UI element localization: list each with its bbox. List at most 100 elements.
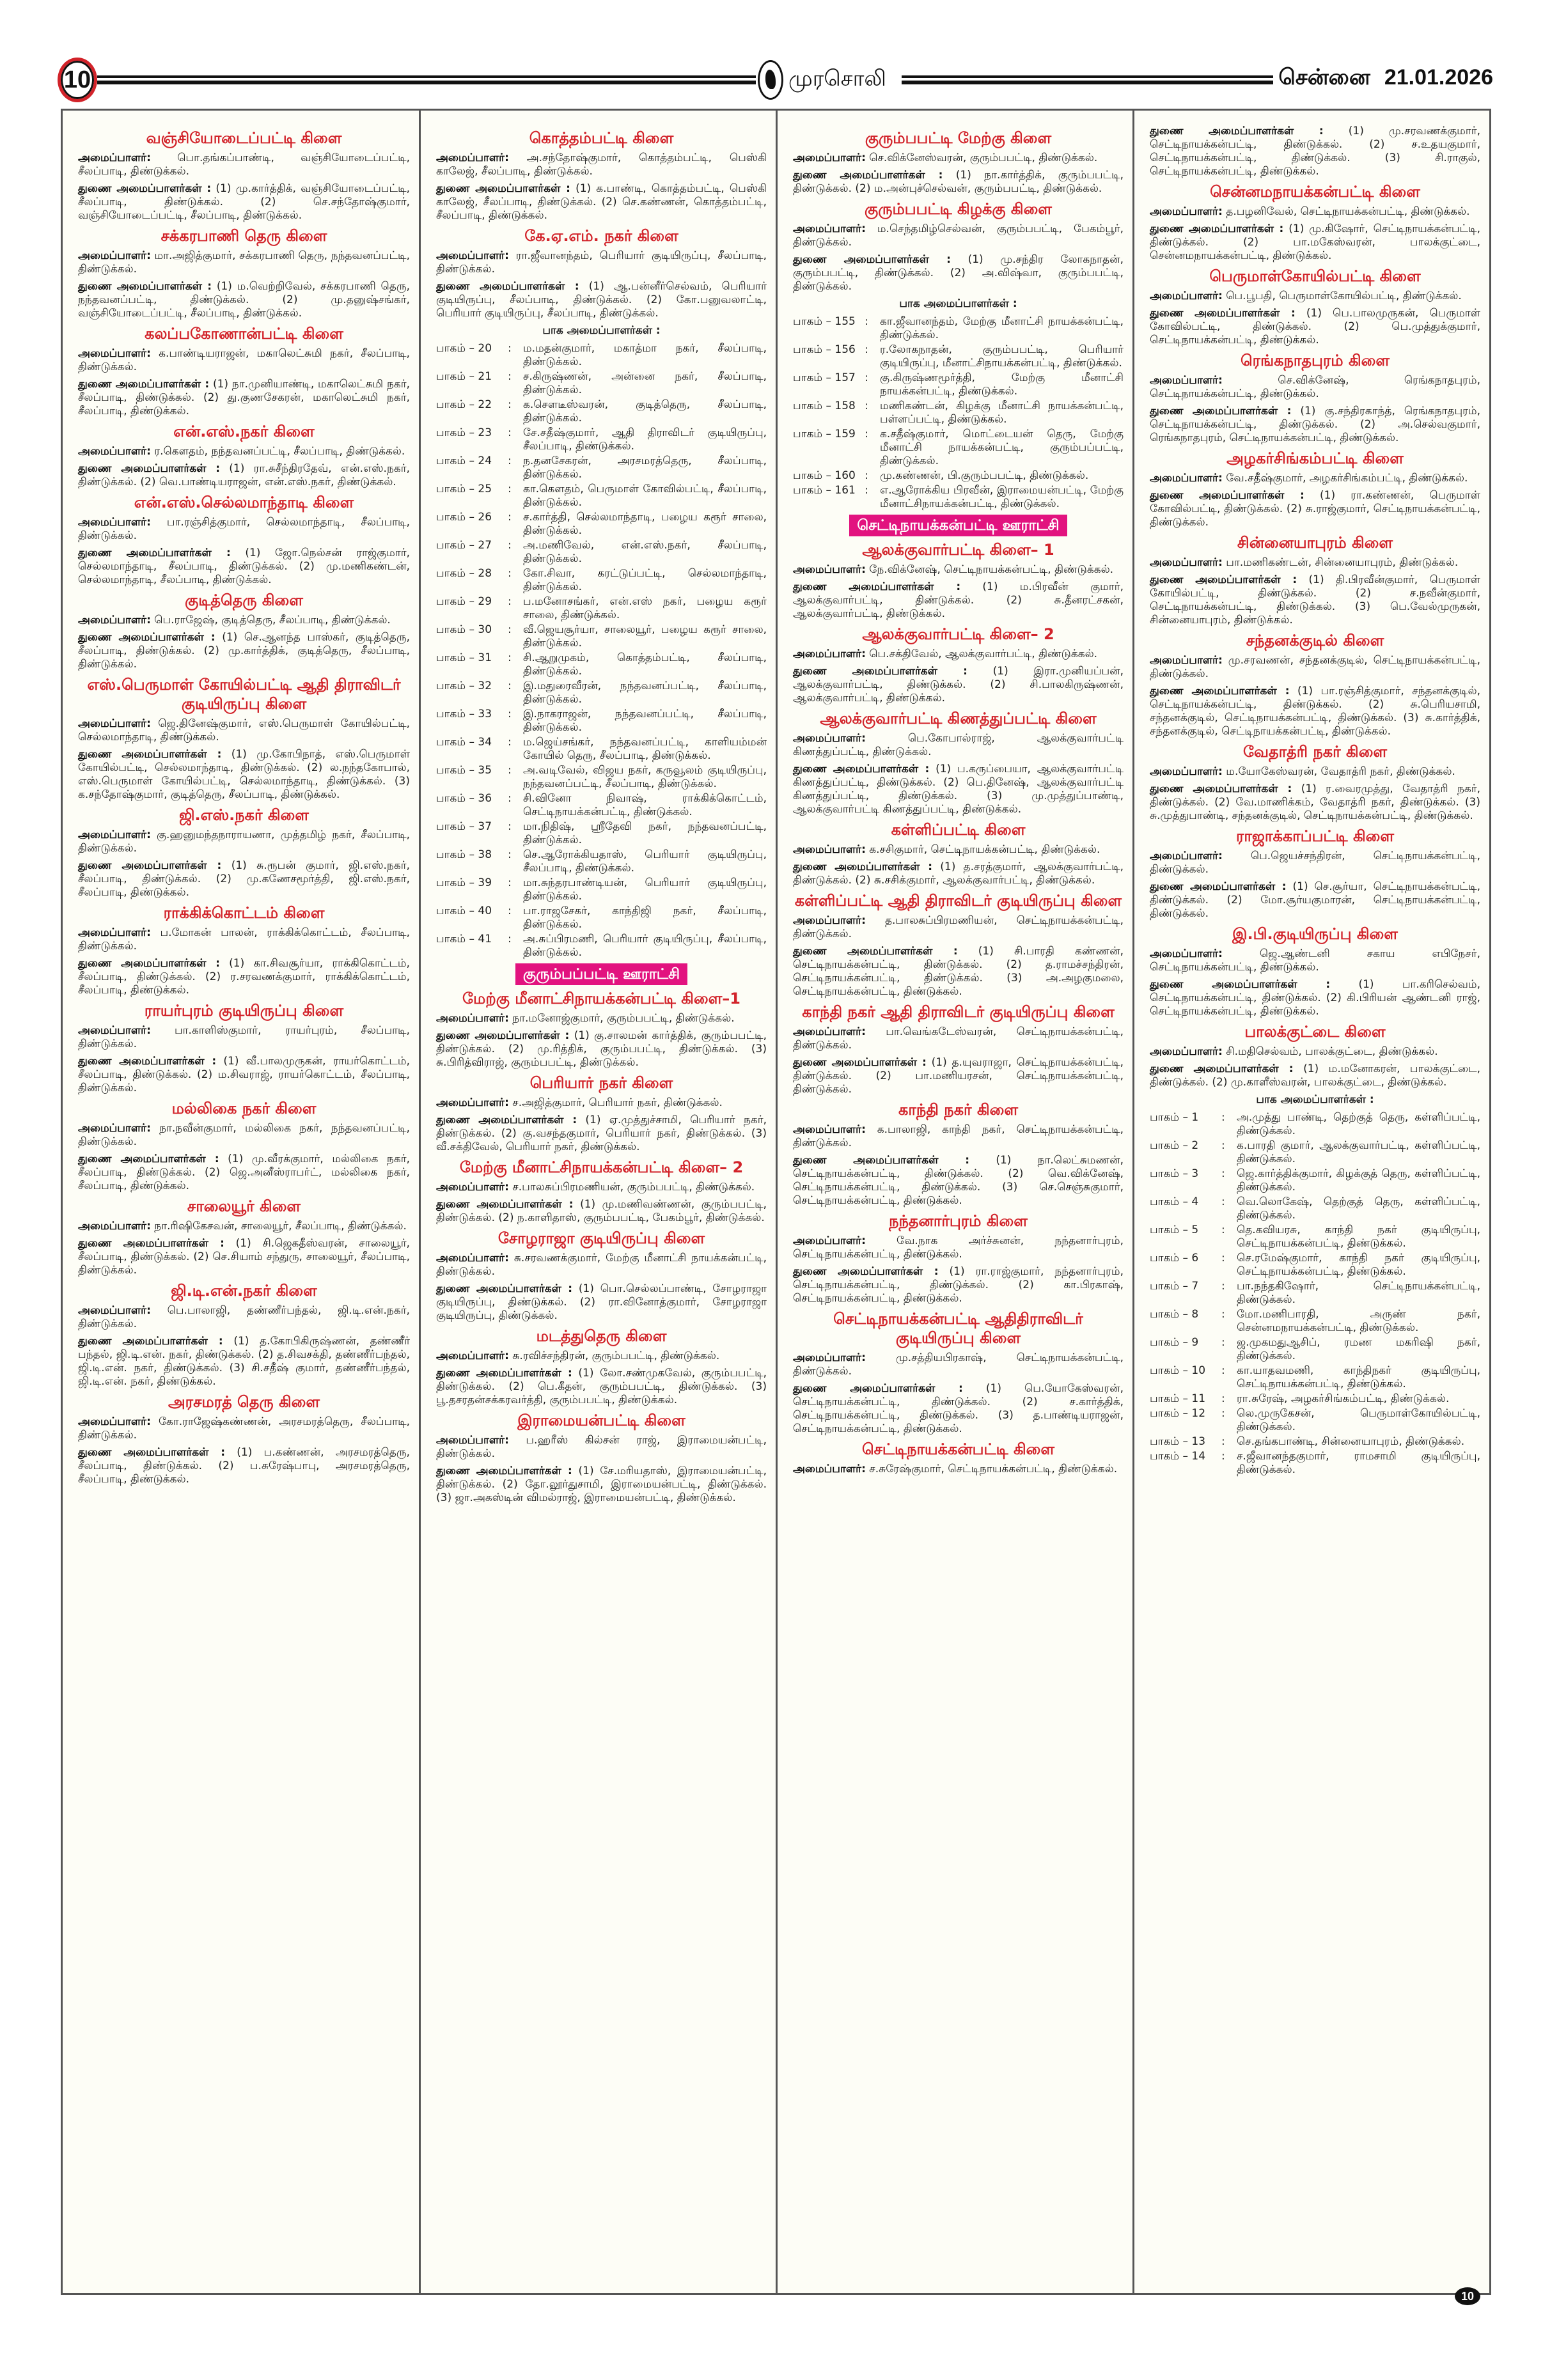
- deputy-organizers-entry: துணை அமைப்பாளர்கள் : (1) நா.முனியாண்டி, …: [78, 378, 410, 418]
- organizer-name: ம.செந்தமிழ்செல்வன், குரும்பபட்டி, பேகம்ப…: [793, 222, 1124, 249]
- deputy-label: துணை அமைப்பாளர்கள் :: [78, 1335, 223, 1348]
- booth-number: 10: [1191, 1364, 1206, 1377]
- booth-prefix: பாகம் –: [793, 371, 831, 384]
- booth-label: பாகம் – 20: [436, 342, 508, 369]
- organizer-entry: அமைப்பாளர்: மு.சரவணன், சந்தனக்குடில், செ…: [1150, 654, 1480, 681]
- booth-colon: :: [508, 933, 512, 945]
- booth-label: பாகம் – 8: [1150, 1308, 1221, 1335]
- booth-entry: பாகம் – 161: எ.ஆரோக்கிய பிரவீன், இராமையன்…: [793, 484, 1124, 511]
- organizer-name: பெ.சக்திவேல், ஆலக்குவார்பட்டி, திண்டுக்க…: [869, 648, 1098, 660]
- organizer-label: அமைப்பாளர்:: [78, 152, 151, 164]
- booth-prefix: பாகம் –: [436, 370, 474, 383]
- deputy-organizers-entry: துணை அமைப்பாளர்கள் : (1) சே.மரியதாஸ், இர…: [436, 1465, 767, 1505]
- booth-entry: பாகம் – 14: ச.ஜீவானந்தகுமார், ராமசாமி குட…: [1150, 1450, 1480, 1477]
- booth-organizer: மு.கண்ணன், பி.குரும்பபட்டி, திண்டுக்கல்.: [880, 469, 1089, 482]
- booth-entry: பாகம் – 39: மா.சுந்தரபாண்டியன், பெரியார் …: [436, 876, 767, 903]
- organizer-entry: அமைப்பாளர்: ச.அஜித்குமார், பெரியார் நகர்…: [436, 1096, 767, 1110]
- deputy-organizers-entry: துணை அமைப்பாளர்கள் : (1) மு.சரவணக்குமார்…: [1150, 125, 1480, 178]
- column-1: வஞ்சியோடைப்பட்டி கிளை அமைப்பாளர்: பொ.தங்க…: [63, 111, 419, 2293]
- panchayat-banner-label: குரும்பப்பட்டி ஊராட்சி: [515, 963, 688, 985]
- booth-label: பாகம் – 37: [436, 820, 508, 847]
- booth-colon: :: [1221, 1336, 1225, 1349]
- organizer-label: அமைப்பாளர்:: [78, 445, 151, 458]
- booth-number: 33: [478, 708, 492, 720]
- booth-prefix: பாகம் –: [436, 736, 474, 749]
- branch-heading: மல்லிகை நகர் கிளை: [171, 1100, 317, 1117]
- organizer-name: பெ.பூபதி, பெருமாள்கோயில்பட்டி, திண்டுக்க…: [1226, 290, 1462, 302]
- booth-entry: பாகம் – 31: சி.ஆறுமுகம், கொத்தம்பட்டி, சீ…: [436, 651, 767, 678]
- deputy-organizers-entry: துணை அமைப்பாளர்கள் : (1) கு.சந்திரகாந்த்…: [1150, 405, 1480, 445]
- deputy-names: (1) செ.சூர்யா, செட்டிநாயக்கன்பட்டி, திண்…: [1150, 880, 1481, 920]
- booth-label: பாகம் – 158: [793, 400, 865, 426]
- organizer-label: அமைப்பாளர்:: [78, 1024, 151, 1037]
- organizer-entry: அமைப்பாளர்: க.சசிகுமார், செட்டிநாயக்கன்ப…: [793, 843, 1124, 857]
- booth-entry: பாகம் – 41: அ.சுப்பிரமணி, பெரியார் குடியி…: [436, 933, 767, 960]
- organizer-entry: அமைப்பாளர்: பா.ரஞ்சித்குமார், செல்லமாந்த…: [78, 516, 410, 543]
- organizer-name: செ.விக்னேஷ், ரெங்கநாதபுரம், செட்டிநாயக்க…: [1150, 374, 1480, 400]
- branch-heading: கள்ளிப்பட்டி ஆதி திராவிடர் குடியிருப்பு …: [794, 892, 1122, 910]
- booth-prefix: பாகம் –: [1150, 1139, 1188, 1152]
- booth-organizer: ச.ஜீவானந்தகுமார், ராமசாமி குடியிருப்பு, …: [1237, 1450, 1480, 1476]
- booth-colon: :: [865, 400, 868, 412]
- booth-label: பாகம் – 33: [436, 708, 508, 735]
- deputy-names: (1) மு.சந்திர லோகநாதன், குரும்பபட்டி, தி…: [793, 253, 1124, 293]
- deputy-names: (1) ப.கண்ணன், அரசமரத்தெரு, சீலப்பாடி, தி…: [78, 1446, 411, 1486]
- deputy-label: துணை அமைப்பாளர்கள் :: [793, 665, 967, 678]
- organizer-label: அமைப்பாளர்:: [78, 1220, 151, 1233]
- booth-number: 157: [834, 371, 856, 384]
- booth-colon: :: [1221, 1167, 1225, 1180]
- booth-prefix: பாகம் –: [1150, 1308, 1188, 1321]
- organizer-label: அமைப்பாளர்:: [78, 1122, 151, 1135]
- booth-colon: :: [1221, 1364, 1225, 1377]
- booth-number: 26: [478, 511, 492, 524]
- organizer-label: அமைப்பாளர்:: [793, 1123, 866, 1136]
- booth-entry: பாகம் – 38: செ.ஆரோக்கியதாஸ், பெரியார் குட…: [436, 848, 767, 875]
- branch-heading: ஆலக்குவார்பட்டி கிளை– 2: [862, 625, 1054, 643]
- deputy-label: துணை அமைப்பாளர்கள் :: [78, 280, 212, 293]
- booth-colon: :: [865, 469, 868, 482]
- booth-organizer: ஜெ.கார்த்திக்குமார், கிழக்குத் தெரு, கள்…: [1237, 1167, 1480, 1194]
- booth-label: பாகம் – 13: [1150, 1435, 1221, 1449]
- booth-number: 1: [1191, 1111, 1199, 1124]
- booth-organizer: பா.நந்தகிஷோர், செட்டிநாயக்கன்பட்டி, திண்…: [1237, 1280, 1480, 1306]
- organizer-name: க.பாலாஜி, காந்தி நகர், செட்டிநாயக்கன்பட்…: [793, 1123, 1124, 1149]
- booth-number: 25: [478, 483, 492, 495]
- deputy-organizers-entry: துணை அமைப்பாளர்கள் : (1) மு.கோபிநாத், எஸ…: [78, 748, 410, 802]
- booth-prefix: பாகம் –: [436, 426, 474, 439]
- organizer-entry: அமைப்பாளர்: க.பாண்டியராஜன், மகாலெட்சுமி …: [78, 347, 410, 374]
- deputy-organizers-entry: துணை அமைப்பாளர்கள் : (1) பெ.பாலமுருகன், …: [1150, 307, 1480, 347]
- booth-label: பாகம் – 2: [1150, 1139, 1221, 1166]
- deputy-label: துணை அமைப்பாளர்கள் :: [793, 1382, 963, 1395]
- booth-number: 34: [478, 736, 492, 749]
- booth-organizer: பா.ராஜசேகர், காந்திஜி நகர், சீலப்பாடி, த…: [523, 905, 767, 931]
- booth-organizer: ஜ.முகமதுஆசிப், ரமண மகரிஷி நகர், திண்டுக்…: [1237, 1336, 1480, 1362]
- branch-heading: காந்தி நகர் ஆதி திராவிடர் குடியிருப்பு க…: [802, 1003, 1115, 1021]
- deputy-names: (1) ஏ.முத்துச்சாமி, பெரியார் நகர், திண்ட…: [436, 1114, 767, 1153]
- booth-entry: பாகம் – 12: லெ.முருகேசன், பெருமாள்கோயில்ப…: [1150, 1407, 1480, 1434]
- deputy-label: துணை அமைப்பாளர்கள் :: [78, 1153, 219, 1165]
- booth-colon: :: [1221, 1111, 1225, 1124]
- booth-number: 14: [1191, 1450, 1206, 1463]
- booth-organizer: அ.வடிவேல், விஜய நகர், கருவூலம் குடியிருப…: [523, 764, 767, 790]
- page-header: 10 முரசொலி சென்னை 21.01.2026: [58, 58, 1493, 102]
- deputy-names: (1) பா.ரஞ்சித்குமார், சந்தனக்குடில், செட…: [1150, 685, 1481, 738]
- booth-prefix: பாகம் –: [436, 933, 474, 945]
- organizer-entry: அமைப்பாளர்: வே.நாக அர்ச்சுனன், நந்தனார்ப…: [793, 1234, 1124, 1261]
- booth-prefix: பாகம் –: [436, 680, 474, 692]
- organizer-entry: அமைப்பாளர்: ச.பாலசுப்பிரமணியன், குரும்பப…: [436, 1181, 767, 1194]
- deputy-organizers-entry: துணை அமைப்பாளர்கள் : (1) ரா.சுசீந்திரதேவ…: [78, 462, 410, 489]
- booth-prefix: பாகம் –: [1150, 1392, 1188, 1405]
- organizer-name: பொ.தங்கப்பாண்டி, வஞ்சியோடைப்பட்டி, சீலப்…: [78, 152, 410, 178]
- deputy-organizers-entry: துணை அமைப்பாளர்கள் : (1) ர.வைரமுத்து, வே…: [1150, 782, 1480, 823]
- deputy-names: (1) க.பாண்டி, கொத்தம்பட்டி, பெஸ்கி காலேஜ…: [436, 182, 767, 222]
- booth-label: பாகம் – 21: [436, 370, 508, 397]
- booth-prefix: பாகம் –: [436, 792, 474, 805]
- branch-heading: குரும்பபட்டி கிழக்கு கிளை: [865, 200, 1052, 218]
- organizer-entry: அமைப்பாளர்: ஜெ.தினேஷ்குமார், எஸ்.பெருமாள…: [78, 717, 410, 744]
- deputy-names: (1) இரா.முனியப்பன், ஆலக்குவார்பட்டி, திண…: [793, 665, 1124, 704]
- organizer-entry: அமைப்பாளர்: நே.விக்னேஷ், செட்டிநாயக்கன்ப…: [793, 563, 1124, 577]
- booth-colon: :: [865, 315, 868, 328]
- booth-number: 2: [1191, 1139, 1199, 1152]
- booth-number: 31: [478, 651, 492, 664]
- branch-heading: ராஜாக்காப்பட்டி கிளை: [1235, 827, 1395, 845]
